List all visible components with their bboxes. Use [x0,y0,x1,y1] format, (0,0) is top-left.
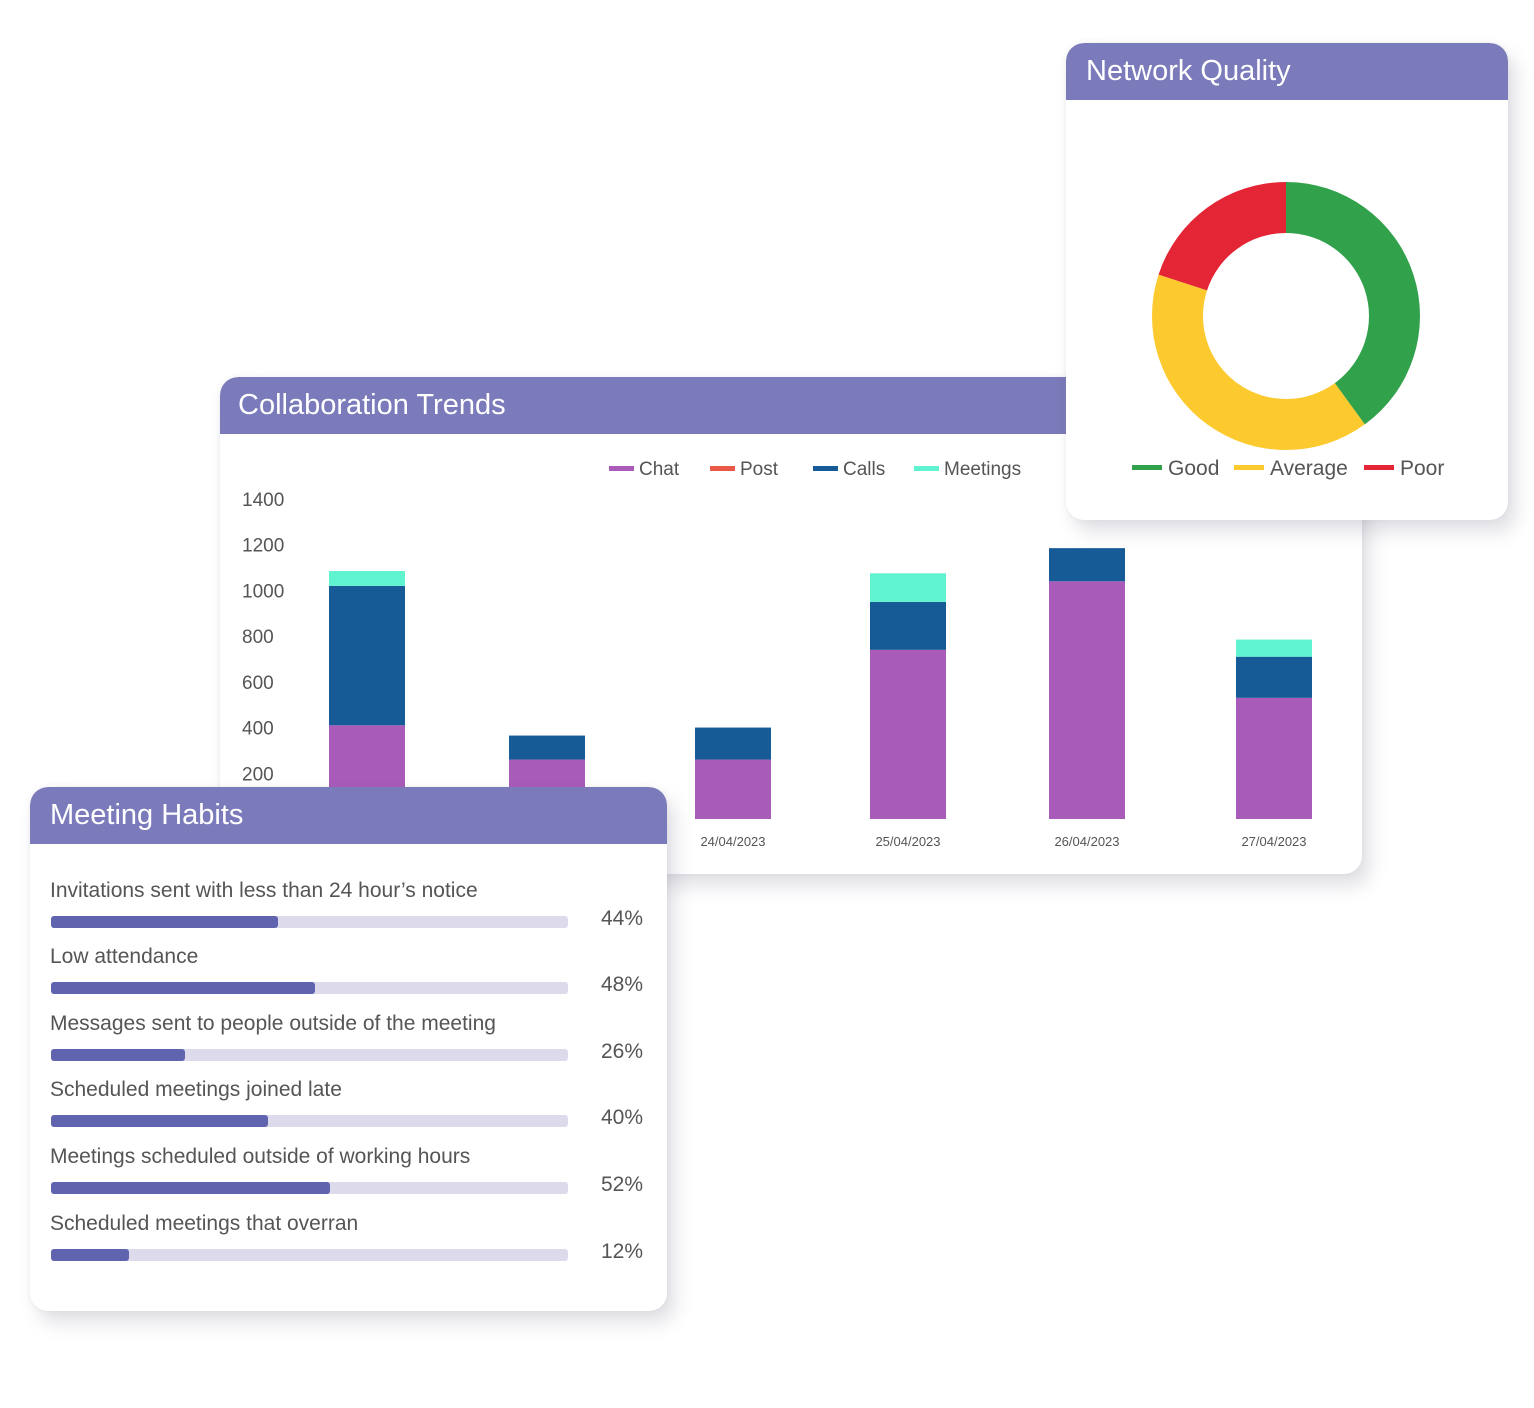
habit-row: Scheduled meetings that overran 12% [50,1212,650,1263]
legend-item-average[interactable]: Average [1234,457,1348,481]
habit-progress-track [51,916,568,928]
habit-progress-fill [51,1182,331,1194]
habit-percentage: 26% [601,1040,644,1063]
bar-segment-calls [509,735,585,760]
legend-swatch [1132,464,1162,470]
donut-slice-poor[interactable] [1158,182,1286,291]
bar-segment-chat [870,649,946,819]
legend-swatch [914,466,939,471]
bar-segment-calls [1236,656,1312,698]
bar-segment-meetings [870,573,946,602]
y-tick-label: 200 [242,764,274,785]
habit-label: Scheduled meetings that overran [50,1212,359,1235]
habit-label: Invitations sent with less than 24 hour’… [50,879,478,902]
legend-swatch [813,466,838,471]
habit-row: Invitations sent with less than 24 hour’… [50,879,650,930]
habit-progress-track [51,1249,568,1261]
legend-label: Calls [843,459,885,480]
donut-slice-average[interactable] [1152,274,1365,450]
bar-segment-meetings [329,571,405,586]
bar-segment-calls [1049,548,1125,582]
habit-row: Low attendance 48% [50,945,650,996]
bar-group[interactable] [1049,548,1125,819]
legend-swatch [710,466,735,471]
legend-swatch [1364,464,1394,470]
y-tick-label: 1200 [242,536,284,557]
meeting-habits-card: Meeting Habits Invitations sent with les… [30,787,667,1311]
y-tick-label: 1400 [242,490,284,511]
bar-group[interactable] [695,727,771,819]
legend-item-good[interactable]: Good [1132,457,1219,481]
meeting-habits-title: Meeting Habits [30,787,667,844]
bar-group[interactable] [329,571,405,819]
habit-row: Meetings scheduled outside of working ho… [50,1145,650,1196]
habit-label: Messages sent to people outside of the m… [50,1012,496,1035]
bar-segment-calls [870,601,946,650]
habit-label: Scheduled meetings joined late [50,1078,342,1101]
y-tick-label: 800 [242,627,274,648]
habit-label: Low attendance [50,945,199,968]
bar-segment-meetings [1236,639,1312,657]
habit-progress-track [51,1115,568,1127]
y-tick-label: 600 [242,673,274,694]
legend-label: Poor [1400,457,1445,480]
habit-progress-fill [51,982,315,994]
habit-row: Messages sent to people outside of the m… [50,1012,650,1063]
legend-label: Post [740,459,779,480]
legend-label: Chat [639,459,680,480]
x-tick-label: 24/04/2023 [700,834,765,849]
habit-percentage: 12% [601,1240,644,1263]
x-tick-label: 25/04/2023 [875,834,940,849]
legend-item-chat[interactable]: Chat [609,459,680,480]
habit-progress-fill [51,916,279,928]
legend-item-calls[interactable]: Calls [813,459,885,480]
legend-swatch [609,466,634,471]
bar-segment-calls [695,727,771,760]
y-tick-label: 400 [242,719,274,740]
habit-percentage: 48% [601,973,644,996]
habit-label: Meetings scheduled outside of working ho… [50,1145,471,1168]
habit-progress-fill [51,1249,129,1261]
habit-row: Scheduled meetings joined late 40% [50,1078,650,1129]
habit-progress-track [51,982,568,994]
legend-label: Good [1168,457,1220,480]
network-quality-donut [1152,182,1420,450]
bar-segment-chat [695,759,771,819]
legend-swatch [1234,464,1264,470]
habit-percentage: 40% [601,1106,644,1129]
habit-progress-fill [51,1115,269,1127]
legend-item-poor[interactable]: Poor [1364,457,1444,481]
habit-progress-track [51,1049,568,1061]
network-quality-title: Network Quality [1066,43,1508,100]
legend-label: Average [1270,457,1348,480]
legend-item-meetings[interactable]: Meetings [914,459,1021,480]
bar-segment-chat [1049,581,1125,819]
network-quality-card: Network Quality Good Average Poor [1066,43,1508,520]
habit-progress-fill [51,1049,186,1061]
bar-segment-chat [1236,697,1312,819]
habit-progress-track [51,1182,568,1194]
legend-item-post[interactable]: Post [710,459,779,480]
y-tick-label: 1000 [242,581,284,602]
bar-group[interactable] [870,573,946,819]
x-tick-label: 26/04/2023 [1054,834,1119,849]
habit-percentage: 52% [601,1173,644,1196]
bar-group[interactable] [1236,639,1312,819]
donut-slice-good[interactable] [1286,182,1420,425]
habit-percentage: 44% [601,907,644,930]
legend-label: Meetings [944,459,1021,480]
bar-segment-calls [329,585,405,726]
x-tick-label: 27/04/2023 [1241,834,1306,849]
